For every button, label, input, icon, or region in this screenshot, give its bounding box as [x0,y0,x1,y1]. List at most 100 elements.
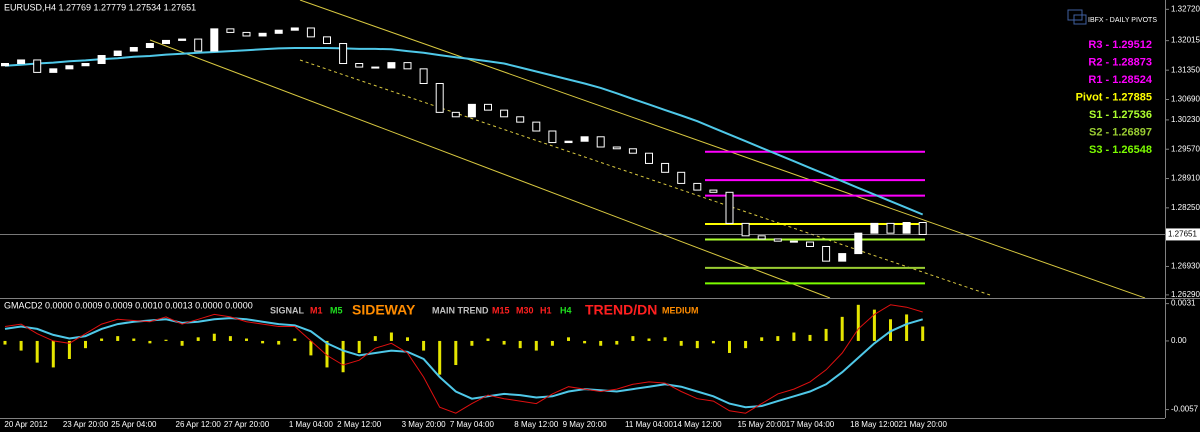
histogram-bar [422,340,426,351]
candle-body [178,38,187,41]
x-tick-label: 9 May 20:00 [563,420,608,429]
histogram-bar [132,338,136,341]
histogram-bar [196,337,200,341]
y-tick-label: 1.26930 [1171,262,1200,271]
histogram-bar [663,337,667,341]
candle-body [741,222,750,237]
x-tick-label: 25 Apr 04:00 [111,420,157,429]
histogram-bar [357,340,361,353]
candle-body [870,222,879,234]
last-price-box [1166,228,1200,241]
candle-body [49,68,58,73]
candle-body [532,121,541,132]
indicator-title: GMACD2 0.0000 0.0009 0.0009 0.0010 0.001… [4,300,253,310]
pivots-title: IBFX - DAILY PIVOTS [1088,17,1157,24]
x-tick-label: 20 Apr 2012 [4,420,48,429]
candle-body [773,238,782,242]
histogram-bar [486,338,490,341]
histogram-bar [534,340,538,351]
histogram-bar [245,338,248,341]
trend-line [299,59,991,296]
candle-body [435,82,444,113]
signal-label: TREND/DN [585,302,657,318]
histogram-bar [679,340,683,346]
histogram-bar [921,326,925,341]
candle-body [484,103,492,111]
x-tick-label: 26 Apr 12:00 [176,420,222,429]
candle-body [242,31,251,37]
histogram-bar [760,337,764,341]
pivot-label: S1 - 1.27536 [1089,109,1152,121]
candle-body [516,116,525,123]
candle-body [419,68,428,84]
histogram-bar [550,340,554,346]
chart-title: EURUSD,H4 1.27769 1.27779 1.27534 1.2765… [4,2,196,12]
x-tick-label: 2 May 12:00 [337,420,382,429]
candle-body [162,39,170,45]
histogram-bar [84,340,87,349]
candle-body [822,245,831,262]
histogram-bar [647,338,651,341]
y-tick-label: 1.28910 [1171,174,1200,183]
candle-body [339,43,348,65]
candle-body [113,50,122,57]
logo-icon [1073,14,1087,25]
histogram-bar [856,304,860,341]
candle-body [355,63,364,68]
histogram-bar [406,337,409,341]
candle-body [387,62,396,69]
histogram-bar [164,339,168,341]
histogram-bar [228,336,232,341]
pivot-label: R2 - 1.28873 [1088,56,1152,68]
candle-body [145,43,154,49]
histogram-bar [567,337,570,341]
signal-label: SIGNAL [270,305,305,315]
candle-body [323,36,331,45]
histogram-bar [293,338,297,341]
histogram-bar [67,340,71,359]
x-tick-label: 11 May 04:00 [625,420,673,429]
channel-line [149,39,831,299]
signal-label: H4 [560,305,572,315]
histogram-bar [695,340,699,349]
candle-body [854,232,863,255]
candle-body [306,27,315,38]
candle-body [548,130,557,144]
candle-body [918,222,927,235]
x-tick-label: 14 May 12:00 [673,420,722,429]
candle-body [258,32,267,37]
histogram-bar [438,340,442,375]
histogram-bar [373,336,377,341]
candle-body [564,140,573,144]
signal-label: M30 [516,305,534,315]
candle-body [677,171,686,184]
y-tick-label: -0.0057 [1171,405,1199,414]
histogram-bar [905,314,909,341]
candle-body [274,29,283,34]
signal-label: M5 [330,305,343,315]
histogram-bar [824,328,828,341]
candle-body [628,148,637,154]
candle-body [17,59,26,65]
histogram-bar [148,340,152,344]
candle-body [33,59,42,73]
histogram-bar [35,340,39,363]
channel-line [299,0,1146,299]
y-tick-label: 1.30690 [1171,95,1200,104]
candle-body [129,47,138,52]
histogram-bar [19,340,23,351]
candle-body [789,240,798,243]
candle-body [612,146,621,150]
histogram-bar [180,340,184,346]
pivot-label: S2 - 1.26897 [1089,126,1152,138]
histogram-bar [261,340,265,344]
x-tick-label: 21 May 20:00 [898,420,947,429]
y-tick-label: 1.30230 [1171,115,1200,124]
candle-body [210,28,219,52]
pivot-label: Pivot - 1.27885 [1076,91,1152,103]
candle-body [596,136,605,148]
histogram-bar [100,338,104,341]
histogram-bar [808,334,812,341]
